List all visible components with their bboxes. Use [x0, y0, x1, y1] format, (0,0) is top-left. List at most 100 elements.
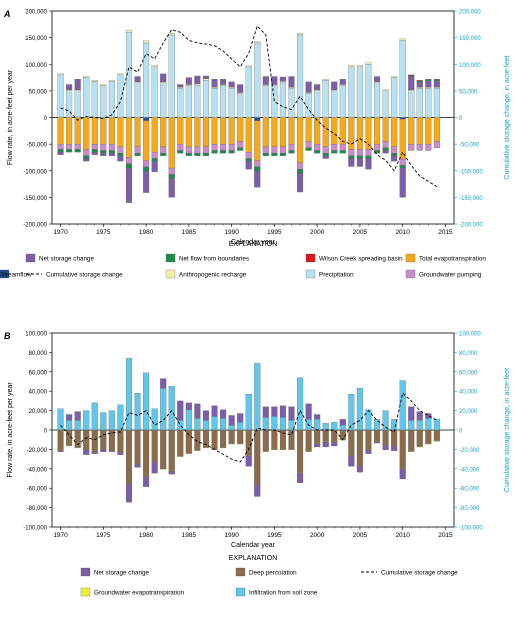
y2-axis-label: Cumulative storage change, in acre-feet	[504, 55, 511, 179]
legend-item: Total evapotranspiration	[405, 253, 486, 263]
bar-precipitation	[151, 66, 158, 118]
bar-deep_percolation	[83, 429, 90, 450]
bar-precipitation	[228, 88, 235, 118]
bar-total_et	[288, 117, 295, 145]
bar-gw_pumping	[373, 144, 381, 151]
y2-tick-label: -80,000	[459, 506, 480, 512]
bar-precipitation	[177, 88, 184, 118]
bar-gw_pumping	[297, 162, 304, 170]
y-tick-label: -40,000	[27, 467, 48, 473]
x-tick-label: 2010	[395, 229, 410, 236]
bar-net_flow_boundaries	[83, 155, 90, 159]
bar-net_storage	[425, 413, 432, 419]
bar-gw_pumping	[322, 146, 329, 154]
bar-net_flow_boundaries	[211, 150, 218, 154]
bar-net_storage	[228, 81, 235, 88]
bar-deep_percolation	[262, 429, 269, 452]
x-tick-label: 2010	[395, 532, 410, 539]
bar-anthropogenic	[365, 62, 372, 65]
bar-total_et	[168, 117, 175, 169]
bar-anthropogenic	[314, 89, 321, 91]
legend-label: Deep percolation	[249, 570, 297, 577]
bar-anthropogenic	[57, 73, 64, 76]
bar-total_et	[74, 117, 81, 145]
bar-total_et	[134, 117, 141, 147]
legend-title: EXPLANATION	[229, 555, 278, 562]
bar-net_storage	[373, 442, 381, 444]
x-axis-label: Calendar year	[231, 542, 276, 549]
bar-infiltration	[211, 416, 218, 431]
bar-net_flow_boundaries	[237, 147, 244, 151]
bar-net_flow_boundaries	[425, 79, 432, 81]
panel-a: A 200,000 150,000 100,000 50,000 0 -50,000 -100…	[0, 9, 511, 279]
bar-gw_pumping	[305, 141, 312, 148]
bar-total_et	[125, 117, 133, 158]
bar-wilson_creek	[425, 79, 432, 80]
bar-precipitation	[237, 93, 244, 118]
bar-gw_pumping	[288, 144, 295, 151]
bar-infiltration	[348, 393, 355, 431]
bar-net_storage	[228, 415, 235, 426]
bar-net_storage	[433, 80, 440, 88]
bar-net_flow_boundaries	[57, 149, 64, 153]
bar-net_storage	[117, 452, 124, 455]
bar-deep_percolation	[348, 429, 355, 456]
bar-anthropogenic	[433, 87, 440, 89]
bar-net_flow_boundaries	[245, 158, 252, 162]
bar-net_storage	[408, 76, 415, 90]
bar-net_storage	[322, 442, 329, 448]
bar-total_et	[433, 117, 440, 142]
bar-infiltration	[425, 418, 432, 431]
bar-net_storage	[202, 75, 209, 79]
x-tick-label: 1975	[96, 229, 111, 236]
bar-net_storage	[279, 76, 286, 82]
y2-tick-label: 0	[459, 429, 463, 435]
bar-deep_percolation	[391, 429, 398, 446]
bar-net_storage	[160, 73, 167, 82]
bar-net_storage	[271, 406, 278, 417]
bar-net_storage	[108, 153, 115, 156]
bar-net_flow_boundaries	[391, 153, 398, 156]
legend-label: Infiltration from soil zone	[249, 590, 318, 597]
bar-total_et	[228, 117, 235, 145]
bar-net_flow_boundaries	[416, 80, 423, 82]
bar-net_storage	[168, 471, 175, 475]
bar-total_et	[108, 117, 115, 145]
bar-total_et	[100, 117, 107, 145]
bar-infiltration	[143, 372, 150, 431]
bar-gw_pumping	[108, 144, 115, 151]
bar-net_flow_boundaries	[408, 75, 415, 77]
bar-anthropogenic	[74, 89, 81, 91]
bar-net_storage	[108, 450, 115, 452]
bar-infiltration	[331, 422, 338, 431]
bar-deep_percolation	[185, 429, 192, 454]
bar-anthropogenic	[331, 89, 338, 91]
y2-tick-label: 0	[459, 116, 463, 122]
bar-deep_percolation	[151, 429, 158, 463]
bar-deep_percolation	[143, 429, 150, 477]
bar-net_storage	[356, 158, 363, 167]
bar-anthropogenic	[356, 65, 363, 68]
bar-net_storage	[279, 405, 286, 418]
bar-deep_percolation	[177, 429, 184, 457]
bar-total_et	[408, 117, 415, 145]
bar-gw_pumping	[331, 144, 338, 151]
bar-net_storage	[143, 171, 150, 193]
bar-gw_pumping	[382, 141, 389, 148]
bar-deep_percolation	[117, 429, 124, 453]
bar-net_flow_boundaries	[74, 149, 81, 153]
bar-infiltration	[433, 419, 440, 431]
bar-deep_percolation	[356, 429, 363, 467]
bar-precipitation	[262, 85, 269, 118]
bar-anthropogenic	[185, 84, 192, 86]
legend-label: Cumulative storage change	[46, 272, 123, 279]
bar-total_et	[177, 117, 184, 145]
bar-infiltration	[134, 393, 141, 431]
bar-net_flow_boundaries	[433, 79, 440, 81]
bar-anthropogenic	[382, 89, 389, 91]
cumulative-line	[60, 392, 438, 463]
y2-tick-label: -100,000	[459, 526, 483, 532]
bar-precipitation	[202, 80, 209, 118]
bar-net_storage	[365, 450, 372, 454]
bar-net_storage	[185, 402, 192, 410]
